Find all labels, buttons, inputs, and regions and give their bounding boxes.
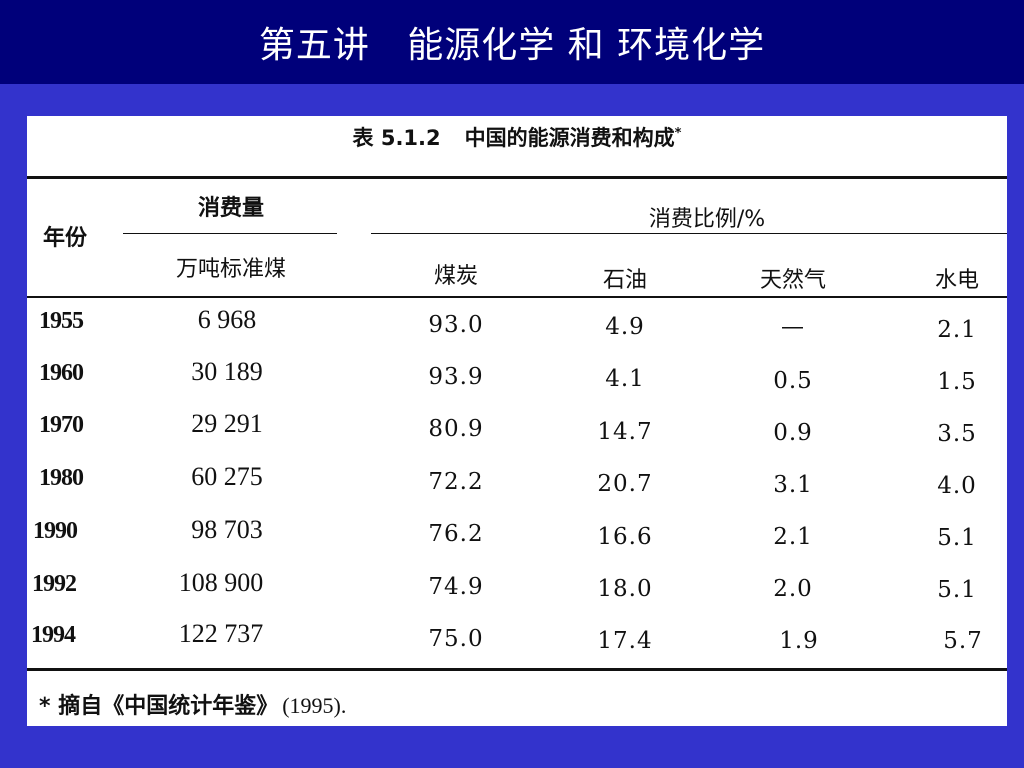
header-rule <box>27 296 1007 298</box>
row-hydro: 3.5 <box>937 421 977 447</box>
table-caption: 表 5.1.2 中国的能源消费和构成* <box>27 122 1007 152</box>
row-year: 1992 <box>32 571 77 597</box>
consumption-subrule <box>123 233 337 234</box>
row-year: 1960 <box>39 360 84 386</box>
row-amount: 108 900 <box>178 568 264 597</box>
row-year: 1990 <box>33 518 78 544</box>
row-hydro: 5.1 <box>937 577 977 603</box>
row-year: 1955 <box>39 308 84 334</box>
row-year: 1980 <box>39 465 84 491</box>
header-ratio: 消费比例/% <box>648 207 766 232</box>
row-gas: 2.1 <box>773 524 813 550</box>
row-gas: 1.9 <box>779 628 819 654</box>
header-gas: 天然气 <box>759 268 827 293</box>
header-consumption: 消费量 <box>197 196 265 221</box>
row-hydro: 1.5 <box>937 369 977 395</box>
row-oil: 4.9 <box>605 314 645 340</box>
row-coal: 93.9 <box>428 364 484 390</box>
row-coal: 80.9 <box>428 416 484 442</box>
caption-title: 中国的能源消费和构成 <box>464 126 675 150</box>
top-rule <box>27 176 1007 179</box>
bottom-rule <box>27 668 1007 671</box>
row-hydro: 5.1 <box>937 525 977 551</box>
row-oil: 17.4 <box>597 628 653 654</box>
row-amount: 29 291 <box>191 409 263 438</box>
row-amount: 98 703 <box>191 515 263 544</box>
row-hydro: 2.1 <box>937 317 977 343</box>
row-oil: 4.1 <box>605 366 645 392</box>
table-footnote: * 摘自《中国统计年鉴》 (1995). <box>39 688 346 720</box>
row-coal: 72.2 <box>428 469 484 495</box>
header-hydro: 水电 <box>934 268 980 293</box>
caption-number: 表 5.1.2 <box>352 126 441 150</box>
row-oil: 14.7 <box>597 419 653 445</box>
row-amount: 6 968 <box>197 305 257 334</box>
row-hydro: 5.7 <box>943 628 983 654</box>
row-gas: 3.1 <box>773 472 813 498</box>
row-hydro: 4.0 <box>937 473 977 499</box>
row-amount: 122 737 <box>178 619 264 648</box>
row-gas: 0.9 <box>773 420 813 446</box>
table-panel: 表 5.1.2 中国的能源消费和构成* 年份 消费量 万吨标准煤 消费比例/% 煤… <box>27 116 1007 726</box>
header-consumption-unit: 万吨标准煤 <box>175 257 287 282</box>
row-gas: 2.0 <box>773 576 813 602</box>
slide-title: 第五讲 能源化学 和 环境化学 <box>258 25 766 66</box>
row-coal: 75.0 <box>428 626 484 652</box>
title-bar: 第五讲 能源化学 和 环境化学 <box>0 0 1024 84</box>
row-oil: 20.7 <box>597 471 653 497</box>
footnote-text: 摘自《中国统计年鉴》 <box>58 694 279 719</box>
caption-mark: * <box>674 126 682 141</box>
row-amount: 60 275 <box>191 462 263 491</box>
row-year: 1970 <box>39 412 84 438</box>
header-coal: 煤炭 <box>433 264 479 289</box>
footnote-mark: * <box>39 694 51 719</box>
row-coal: 76.2 <box>428 521 484 547</box>
row-amount: 30 189 <box>191 357 263 386</box>
header-oil: 石油 <box>602 268 648 293</box>
footnote-source: (1995). <box>282 693 347 718</box>
row-oil: 16.6 <box>597 524 653 550</box>
row-oil: 18.0 <box>597 576 653 602</box>
row-gas: — <box>781 314 805 340</box>
header-year: 年份 <box>42 226 88 251</box>
row-gas: 0.5 <box>773 368 813 394</box>
row-year: 1994 <box>31 622 76 648</box>
ratio-subrule <box>371 233 1007 234</box>
row-coal: 74.9 <box>428 574 484 600</box>
row-coal: 93.0 <box>428 312 484 338</box>
